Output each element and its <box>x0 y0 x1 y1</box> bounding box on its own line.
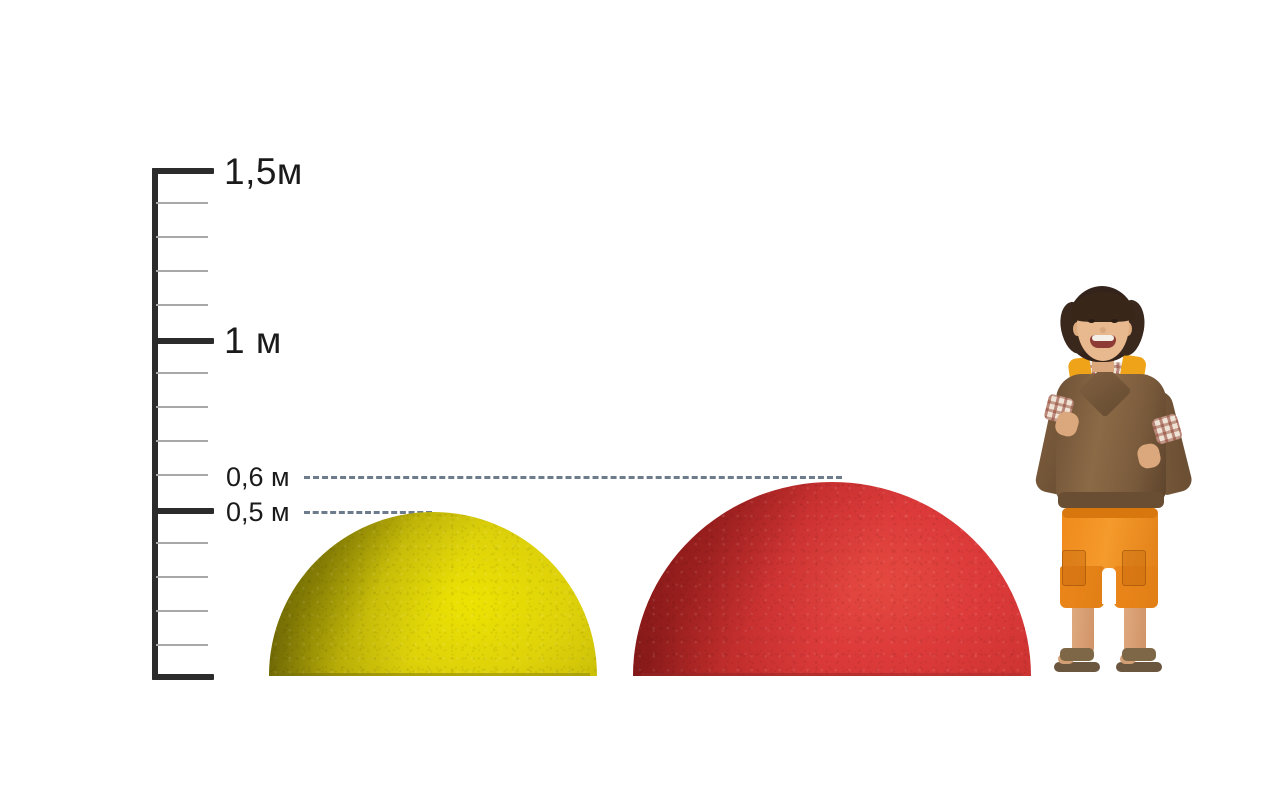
nose <box>1100 327 1106 333</box>
red-dome <box>633 482 1031 676</box>
sandal-sole <box>1054 662 1100 672</box>
ruler-minor-tick <box>156 610 208 612</box>
hair-fringe <box>1071 292 1135 322</box>
sandal-sole <box>1116 662 1162 672</box>
shorts-inseam-gap <box>1102 568 1116 604</box>
ruler-minor-tick <box>156 542 208 544</box>
ruler-minor-tick <box>156 304 208 306</box>
ruler-minor-tick <box>156 474 208 476</box>
ruler-label-1-5m: 1,5м <box>224 151 303 192</box>
shorts-left-leg <box>1060 566 1104 608</box>
left-leg <box>1072 600 1094 654</box>
ruler-minor-tick <box>156 270 208 272</box>
guide-line-0-5m: 0,5 м <box>226 497 432 527</box>
red-dome-texture <box>633 482 1031 676</box>
shorts-right-leg <box>1114 566 1158 608</box>
height-ruler <box>152 168 214 680</box>
ruler-major-tick-1-5m <box>152 168 214 174</box>
guide-label-0-6m: 0,6 м <box>226 461 290 492</box>
ruler-minor-tick <box>156 644 208 646</box>
guide-dash-0-6m <box>303 475 842 479</box>
child-reference-figure <box>1028 286 1196 674</box>
yellow-dome <box>269 512 597 676</box>
ruler-minor-tick <box>156 576 208 578</box>
guide-label-0-5m: 0,5 м <box>226 496 290 527</box>
ruler-minor-tick <box>156 202 208 204</box>
ruler-minor-tick <box>156 372 208 374</box>
smiling-mouth <box>1090 335 1116 348</box>
ruler-minor-tick <box>156 406 208 408</box>
ruler-major-tick-1m <box>152 338 214 344</box>
right-leg <box>1124 600 1146 654</box>
red-dome-base <box>640 673 1024 676</box>
cargo-pocket-right <box>1122 550 1146 586</box>
sandal-strap <box>1122 648 1156 661</box>
ruler-minor-tick <box>156 440 208 442</box>
guide-dash-0-5m <box>303 510 432 514</box>
yellow-dome-texture <box>269 512 597 676</box>
right-sandal <box>1116 646 1162 672</box>
right-eye <box>1111 319 1118 323</box>
ruler-minor-tick <box>156 236 208 238</box>
guide-line-0-6m: 0,6 м <box>226 462 842 492</box>
ruler-label-1m: 1 м <box>224 320 282 361</box>
left-sandal <box>1054 646 1100 672</box>
sandal-strap <box>1060 648 1094 661</box>
left-eye <box>1088 319 1095 323</box>
teeth <box>1092 335 1114 341</box>
jacket-hem <box>1058 492 1164 508</box>
ruler-major-tick-0-5m <box>152 508 214 514</box>
ruler-major-tick-0m <box>152 674 214 680</box>
yellow-dome-base <box>275 673 591 676</box>
ruler-spine <box>152 168 158 680</box>
cargo-pocket-left <box>1062 550 1086 586</box>
shorts-waistband <box>1062 508 1158 518</box>
